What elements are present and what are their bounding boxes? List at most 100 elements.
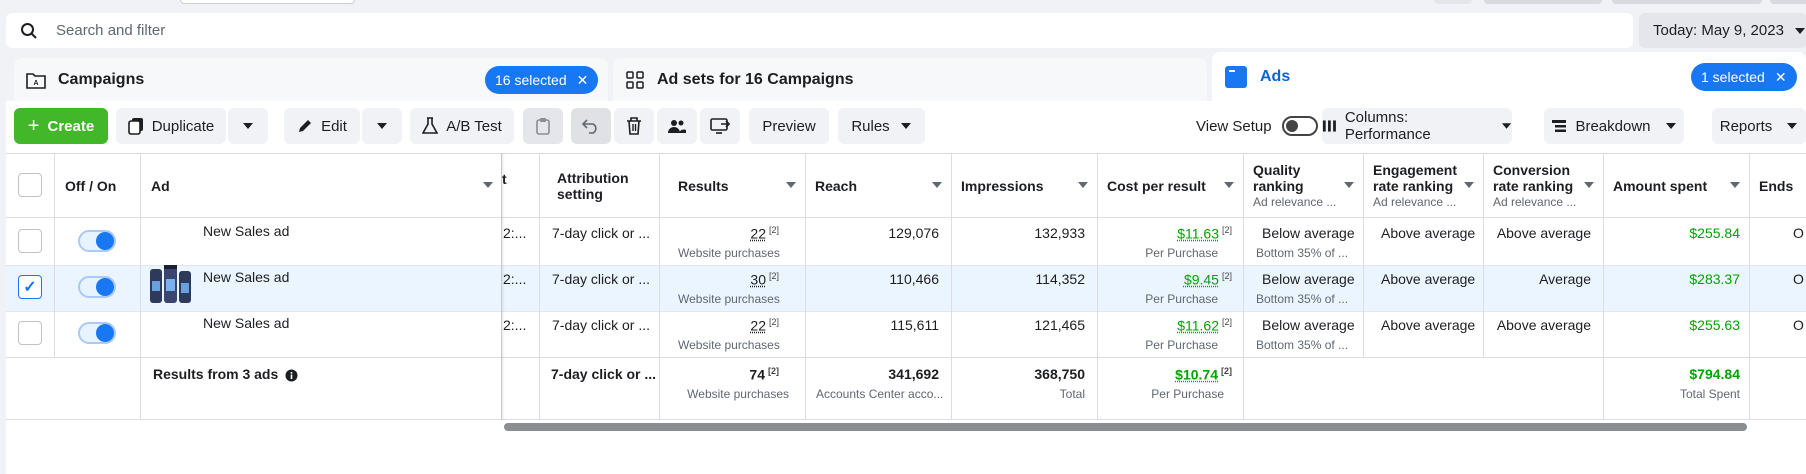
header-quality-ranking[interactable]: Quality ranking xyxy=(1253,162,1304,194)
chevron-down-icon xyxy=(1794,27,1805,34)
partial-cell: 2:... xyxy=(503,317,527,333)
row-checkbox[interactable] xyxy=(18,321,42,345)
date-range-button[interactable]: Today: May 9, 2023 xyxy=(1639,13,1806,48)
header-engagement-ranking[interactable]: Engagement rate ranking xyxy=(1373,162,1458,194)
col-divider xyxy=(1483,153,1484,357)
header-reach[interactable]: Reach xyxy=(815,178,858,194)
search-bar[interactable]: Search and filter xyxy=(6,13,1633,48)
tab-campaigns[interactable]: A Campaigns 16 selected ✕ xyxy=(14,58,608,101)
campaigns-selected-badge[interactable]: 16 selected ✕ xyxy=(485,66,599,94)
edit-button[interactable]: Edit xyxy=(284,108,360,144)
totals-amount-spent: $794.84 xyxy=(1689,366,1740,382)
columns-label: Columns: Performance xyxy=(1344,109,1431,143)
reach-value: 115,611 xyxy=(890,317,939,333)
top-button-edge xyxy=(1612,0,1762,4)
edit-dropdown-button[interactable] xyxy=(362,108,402,144)
row-checkbox[interactable]: ✓ xyxy=(18,275,42,299)
sort-arrow-icon[interactable] xyxy=(483,182,493,188)
engagement-value: Above average xyxy=(1381,271,1476,287)
duplicate-button[interactable]: Duplicate xyxy=(116,108,226,144)
sort-arrow-icon[interactable] xyxy=(1584,182,1594,188)
rules-button[interactable]: Rules xyxy=(838,108,925,144)
close-icon[interactable]: ✕ xyxy=(1774,68,1787,85)
row-checkbox[interactable] xyxy=(18,229,42,253)
totals-results: 74 xyxy=(749,366,765,383)
preview-icon-button[interactable] xyxy=(700,108,740,144)
results-value[interactable]: 22 xyxy=(750,317,766,334)
sort-arrow-icon[interactable] xyxy=(1464,182,1474,188)
flask-icon xyxy=(422,117,439,134)
header-bottom-border xyxy=(6,217,1806,218)
undo-button[interactable] xyxy=(571,108,611,144)
paste-button[interactable] xyxy=(523,108,563,144)
header-cost-per-result[interactable]: Cost per result xyxy=(1107,178,1206,194)
tab-ads[interactable]: Ads 1 selected ✕ xyxy=(1212,52,1806,101)
header-ad[interactable]: Ad xyxy=(151,178,170,194)
cost-value[interactable]: $11.63 xyxy=(1177,225,1219,242)
search-input[interactable]: Search and filter xyxy=(56,22,166,39)
col-divider xyxy=(140,153,141,419)
cost-value[interactable]: $9.45 xyxy=(1183,271,1219,288)
ends-value: O xyxy=(1793,317,1804,333)
ab-test-button[interactable]: A/B Test xyxy=(410,108,514,144)
horizontal-scrollbar[interactable] xyxy=(504,423,1747,431)
col-divider xyxy=(1363,153,1364,357)
share-audience-button[interactable] xyxy=(657,108,697,144)
results-value[interactable]: 22 xyxy=(750,225,766,242)
columns-icon xyxy=(1322,120,1336,132)
sort-arrow-icon[interactable] xyxy=(1730,182,1740,188)
ends-value: O xyxy=(1793,271,1804,287)
row-delivery-toggle[interactable] xyxy=(78,230,116,252)
tab-adsets[interactable]: Ad sets for 16 Campaigns xyxy=(613,58,1207,101)
breakdown-label: Breakdown xyxy=(1575,117,1651,135)
impressions-value: 114,352 xyxy=(1035,271,1085,287)
row-delivery-toggle[interactable] xyxy=(78,322,116,344)
info-icon[interactable] xyxy=(285,369,298,382)
ads-selected-badge[interactable]: 1 selected ✕ xyxy=(1691,63,1797,91)
sort-arrow-icon[interactable] xyxy=(1078,182,1088,188)
frozen-column-shadow xyxy=(501,153,505,420)
quality-value: Below average xyxy=(1262,225,1355,241)
impressions-value: 121,465 xyxy=(1034,317,1085,333)
view-setup-toggle[interactable]: View Setup xyxy=(1196,108,1318,144)
sort-arrow-icon[interactable] xyxy=(932,182,942,188)
reports-button[interactable]: Reports xyxy=(1712,108,1806,144)
select-all-checkbox[interactable] xyxy=(18,173,42,197)
header-results[interactable]: Results xyxy=(678,178,729,194)
totals-amount-spent-sub: Total Spent xyxy=(1679,387,1740,401)
sort-arrow-icon[interactable] xyxy=(1224,182,1234,188)
totals-cost[interactable]: $10.74 xyxy=(1175,366,1218,383)
ends-value: O xyxy=(1793,225,1804,241)
close-icon[interactable]: ✕ xyxy=(576,71,589,88)
header-attribution-setting[interactable]: Attribution setting xyxy=(557,170,629,202)
header-ends[interactable]: Ends xyxy=(1759,178,1794,194)
row-delivery-toggle[interactable] xyxy=(78,276,116,298)
columns-button[interactable]: Columns: Performance xyxy=(1322,108,1512,144)
header-engagement-sub: Ad relevance ... xyxy=(1373,195,1457,209)
preview-button[interactable]: Preview xyxy=(749,108,829,144)
sort-arrow-icon[interactable] xyxy=(786,182,796,188)
partial-cell: 2:... xyxy=(503,225,527,241)
edit-label: Edit xyxy=(321,117,347,135)
view-setup-switch[interactable] xyxy=(1281,116,1318,136)
ad-name-link[interactable]: New Sales ad xyxy=(203,315,290,331)
header-impressions[interactable]: Impressions xyxy=(961,178,1044,194)
delete-button[interactable] xyxy=(614,108,654,144)
quality-subtitle: Bottom 35% of ... xyxy=(1256,292,1349,306)
engagement-value: Above average xyxy=(1381,317,1476,333)
quality-value: Below average xyxy=(1262,317,1355,333)
header-conversion-ranking[interactable]: Conversion rate ranking xyxy=(1493,162,1574,194)
header-amount-spent[interactable]: Amount spent xyxy=(1613,178,1708,194)
sort-arrow-icon[interactable] xyxy=(1344,182,1354,188)
create-button[interactable]: + Create xyxy=(14,108,108,144)
cost-value[interactable]: $11.62 xyxy=(1177,317,1219,334)
breakdown-button[interactable]: Breakdown xyxy=(1544,108,1684,144)
ad-icon xyxy=(1225,65,1247,88)
svg-text:A: A xyxy=(33,80,38,87)
attribution-cell: 7-day click or ... xyxy=(552,317,651,333)
ad-name-link[interactable]: New Sales ad xyxy=(203,269,290,285)
results-value[interactable]: 30 xyxy=(750,271,766,288)
duplicate-dropdown-button[interactable] xyxy=(228,108,268,144)
ad-name-link[interactable]: New Sales ad xyxy=(203,223,290,239)
view-setup-label: View Setup xyxy=(1196,117,1272,135)
